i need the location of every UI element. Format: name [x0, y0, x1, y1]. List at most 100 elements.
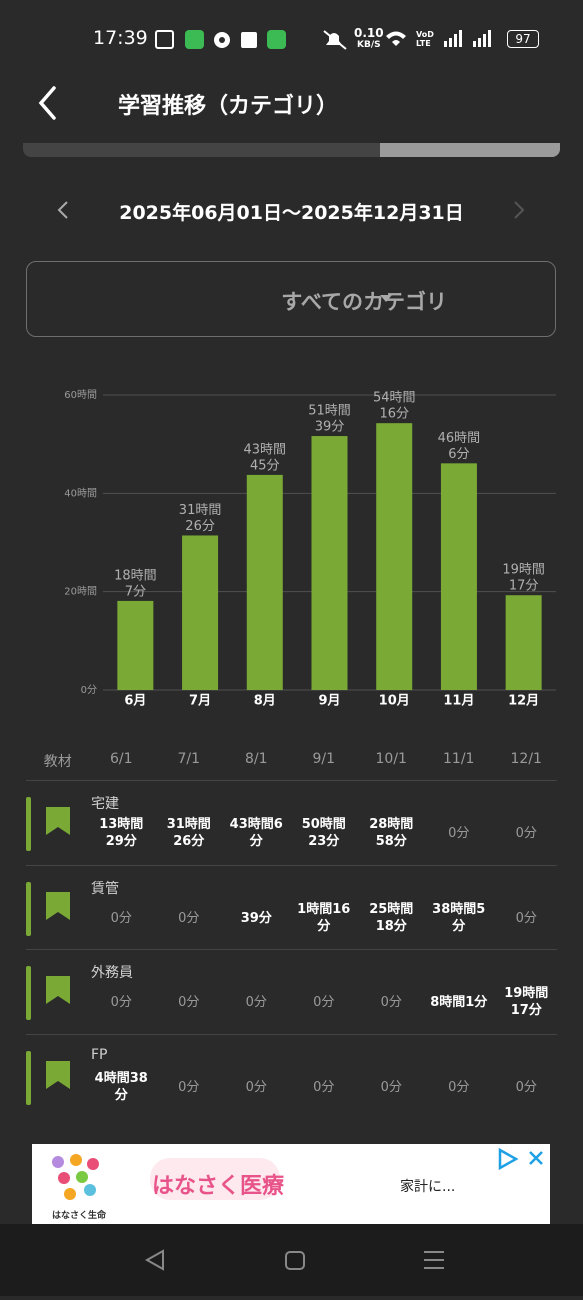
cell: 0分 — [448, 825, 470, 841]
value-label: 19時間 — [502, 563, 545, 578]
category-select[interactable]: すべてのカテゴリ — [26, 261, 556, 337]
next-range[interactable] — [512, 200, 526, 220]
nav-bar — [0, 1224, 583, 1296]
bar — [246, 474, 283, 690]
bar — [376, 423, 413, 690]
svg-text:LTE: LTE — [416, 39, 431, 48]
bar — [117, 600, 154, 690]
bar — [311, 436, 348, 690]
y-tick-label: 0分 — [81, 684, 97, 696]
row-accent — [26, 1051, 31, 1105]
value-label: 45分 — [250, 458, 280, 473]
cell: 0分 — [178, 1079, 200, 1095]
value-label: 17分 — [509, 579, 539, 594]
value-label: 7分 — [125, 584, 146, 599]
ad-text: 家計に... — [400, 1179, 456, 1195]
row-name: 賃管 — [91, 881, 119, 897]
bar — [440, 463, 477, 690]
ad-brand: はなさく生命 — [52, 1211, 107, 1221]
x-tick-label: 12月 — [508, 694, 539, 709]
cell: 0分 — [448, 1079, 470, 1095]
net-speed: 0.10 KB/S — [354, 27, 384, 51]
y-tick-label: 60時間 — [64, 389, 97, 401]
svg-text:VoD: VoD — [416, 30, 434, 39]
ad-controls[interactable] — [498, 1148, 548, 1170]
row-name: 宅建 — [91, 796, 119, 812]
value-label: 6分 — [448, 447, 469, 462]
table-header: 11/1 — [443, 751, 475, 767]
table-header: 12/1 — [510, 751, 542, 767]
bar — [182, 535, 219, 690]
ad-banner[interactable]: はなさく生命 はなさく医療 家計に... — [32, 1144, 550, 1224]
cell: 19時間17分 — [504, 986, 549, 1018]
value-label: 39分 — [315, 420, 345, 435]
ad-product: はなさく医療 — [152, 1174, 285, 1199]
row-name: 外務員 — [91, 965, 133, 981]
bar — [505, 595, 542, 690]
dropdown-arrow — [380, 295, 392, 302]
value-label: 26分 — [185, 519, 215, 534]
y-tick-label: 20時間 — [64, 586, 97, 598]
table-header: 8/1 — [244, 751, 268, 767]
cell: 39分 — [240, 910, 272, 926]
net-speed-value: 0.10 — [354, 26, 384, 40]
tab-indicator-active — [380, 143, 560, 157]
status-time: 17:39 — [93, 27, 148, 49]
cell: 0分 — [245, 1079, 267, 1095]
table-header: 7/1 — [177, 751, 201, 767]
cell: 50時間23分 — [301, 817, 346, 849]
cell: 0分 — [515, 825, 537, 841]
x-tick-label: 9月 — [318, 694, 340, 709]
value-label: 43時間 — [244, 442, 287, 457]
cell: 0分 — [313, 994, 335, 1010]
ad-logo — [52, 1154, 99, 1200]
cell: 0分 — [515, 1079, 537, 1095]
cell: 0分 — [178, 994, 200, 1010]
cell: 25時間18分 — [369, 902, 414, 934]
mute-icon — [323, 30, 347, 50]
value-label: 51時間 — [308, 404, 351, 419]
cell: 0分 — [178, 910, 200, 926]
battery: 97 — [507, 30, 539, 48]
tab-indicator — [23, 143, 560, 157]
cell: 0分 — [515, 910, 537, 926]
prev-range[interactable] — [56, 200, 70, 220]
cell: 43時間6分 — [229, 817, 283, 849]
x-tick-label: 11月 — [443, 694, 474, 709]
value-label: 54時間 — [373, 391, 416, 406]
page-title: 学習推移（カテゴリ） — [118, 94, 339, 119]
table-row: 外務員 0分 0分 0分 0分 0分 8時間1分 19時間17分 — [26, 949, 557, 1034]
cell: 28時間58分 — [369, 817, 414, 849]
x-tick-label: 7月 — [189, 694, 211, 709]
date-range: 2025年06月01日〜2025年12月31日 — [119, 202, 464, 224]
back-button[interactable] — [36, 86, 60, 120]
table-header: 9/1 — [312, 751, 336, 767]
row-name: FP — [91, 1047, 108, 1063]
category-select-text: すべてのカテゴリ — [281, 290, 447, 314]
table-header: 6/1 — [109, 751, 133, 767]
nav-buttons — [144, 1249, 444, 1271]
table-row: FP 4時間38分 0分 0分 0分 0分 0分 0分 — [26, 1034, 557, 1119]
cell: 38時間5分 — [432, 902, 486, 934]
cell: 31時間26分 — [166, 817, 211, 849]
row-accent — [26, 882, 31, 936]
value-label: 31時間 — [179, 503, 222, 518]
x-tick-label: 6月 — [124, 694, 146, 709]
bookmark-icon — [46, 892, 70, 920]
value-label: 16分 — [379, 407, 409, 422]
table-header: 教材 — [43, 754, 72, 770]
net-speed-unit: KB/S — [357, 40, 381, 50]
row-accent — [26, 797, 31, 851]
cell: 4時間38分 — [94, 1071, 148, 1103]
cell: 1時間16分 — [297, 902, 351, 934]
cell: 0分 — [380, 1079, 402, 1095]
table-row: 宅建 13時間29分 31時間26分 43時間6分 50時間23分 28時間58… — [26, 780, 557, 865]
value-label: 18時間 — [114, 568, 157, 583]
row-accent — [26, 966, 31, 1020]
status-icons — [155, 30, 286, 49]
cell: 0分 — [245, 994, 267, 1010]
cell: 8時間1分 — [430, 994, 488, 1010]
